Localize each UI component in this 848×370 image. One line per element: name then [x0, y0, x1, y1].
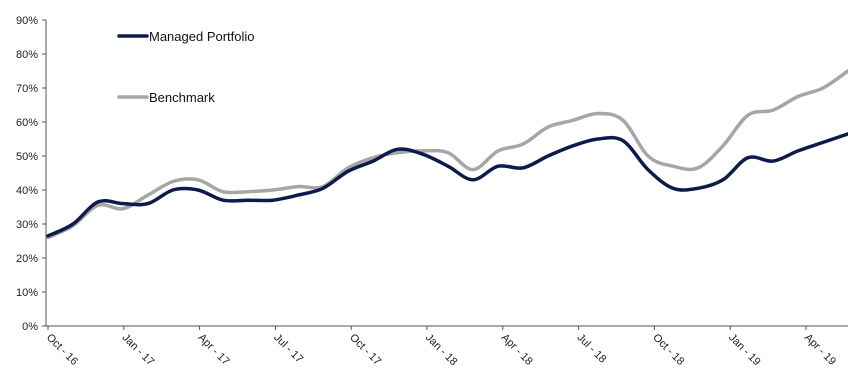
y-tick-label: 90% — [16, 15, 38, 27]
x-tick-label: Oct - 18 — [650, 332, 686, 368]
y-tick-label: 40% — [16, 185, 38, 197]
legend-label-benchmark: Benchmark — [149, 90, 215, 105]
y-tick-label: 70% — [16, 83, 38, 95]
y-tick-label: 20% — [16, 253, 38, 265]
series-line-managed-portfolio — [46, 132, 848, 238]
x-axis: Oct - 16 Jan - 17 Apr - 17 Jul - 17 Oct - 17… — [44, 325, 848, 369]
x-tick-label: Jan - 17 — [120, 332, 157, 369]
y-tick-label: 10% — [16, 287, 38, 299]
legend-label-managed-portfolio: Managed Portfolio — [149, 29, 255, 44]
x-tick-label: Apr - 18 — [499, 332, 535, 368]
x-tick-label: Apr - 19 — [802, 332, 838, 368]
x-tick-label: Jan - 19 — [726, 332, 763, 369]
x-tick-label: Jan - 18 — [423, 332, 460, 369]
x-tick-label: Oct - 17 — [347, 332, 383, 368]
x-tick-label: Oct - 16 — [44, 332, 80, 368]
y-tick-label: 30% — [16, 219, 38, 231]
y-axis: 0% 10% 20% 30% 40% 50% 60% 70% 80% 90% — [16, 15, 47, 333]
y-tick-label: 0% — [22, 321, 38, 333]
x-tick-label: Jul - 17 — [271, 332, 305, 366]
series-layer — [46, 69, 848, 240]
y-tick-label: 80% — [16, 49, 38, 61]
series-line-benchmark — [46, 69, 848, 240]
x-tick-label: Apr - 17 — [195, 332, 231, 368]
y-tick-label: 60% — [16, 117, 38, 129]
x-tick-label: Jul - 18 — [574, 332, 608, 366]
y-tick-label: 50% — [16, 151, 38, 163]
legend: Managed Portfolio Benchmark — [117, 29, 255, 105]
